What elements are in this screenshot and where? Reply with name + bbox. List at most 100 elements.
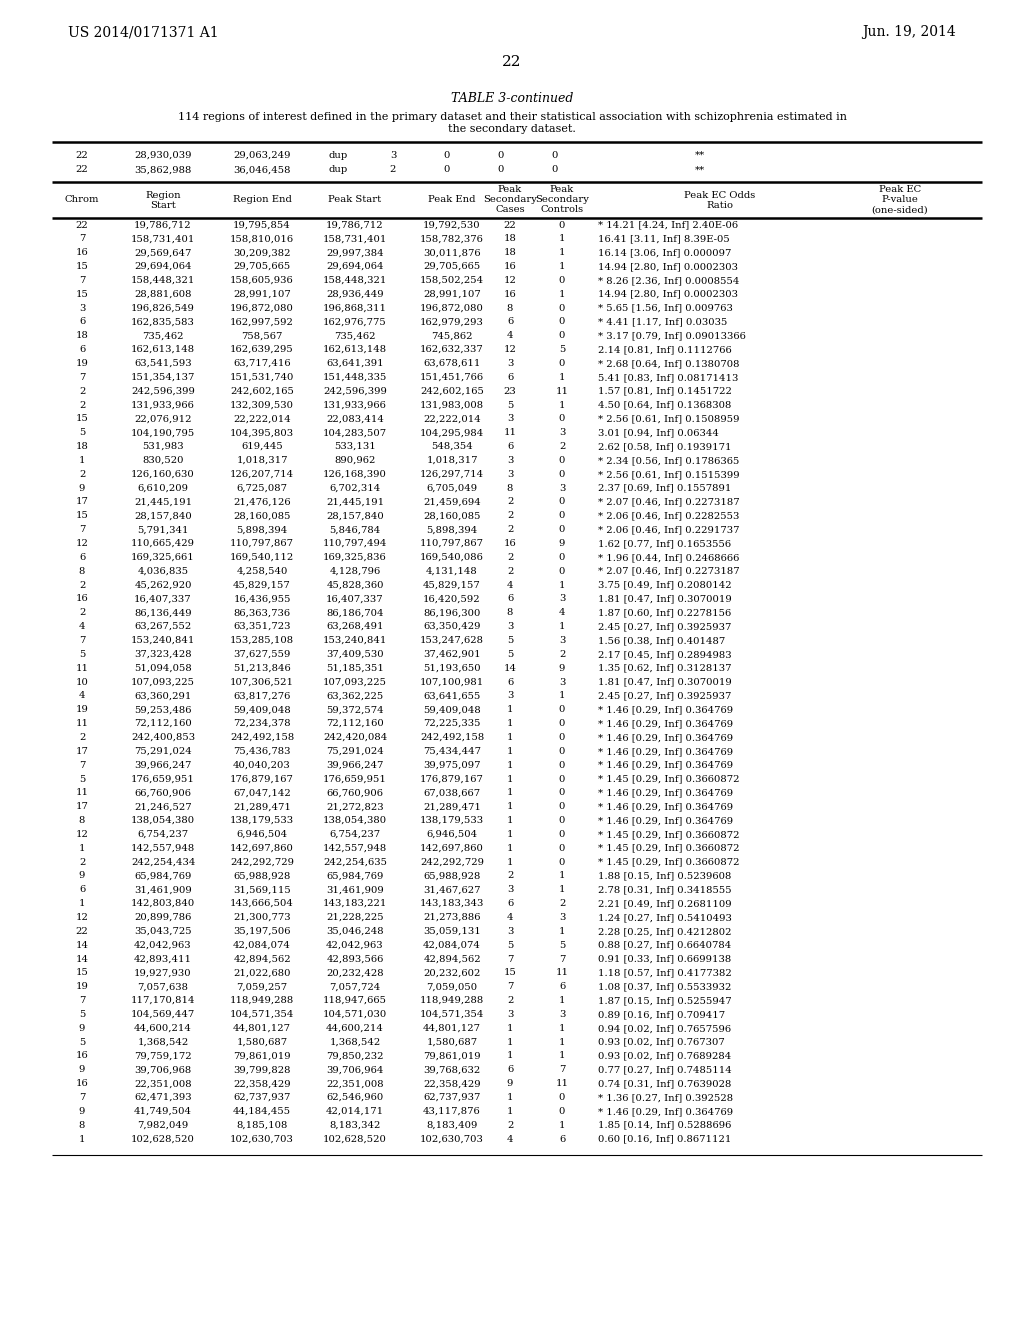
Text: 72,234,378: 72,234,378 bbox=[233, 719, 291, 729]
Text: 4.50 [0.64, Inf] 0.1368308: 4.50 [0.64, Inf] 0.1368308 bbox=[598, 400, 731, 409]
Text: 138,054,380: 138,054,380 bbox=[131, 816, 195, 825]
Text: 1,580,687: 1,580,687 bbox=[426, 1038, 477, 1047]
Text: 126,168,390: 126,168,390 bbox=[323, 470, 387, 479]
Text: * 1.45 [0.29, Inf] 0.3660872: * 1.45 [0.29, Inf] 0.3660872 bbox=[598, 775, 739, 784]
Text: 7: 7 bbox=[79, 636, 85, 645]
Text: 158,448,321: 158,448,321 bbox=[323, 276, 387, 285]
Text: 22: 22 bbox=[76, 150, 88, 160]
Text: 0: 0 bbox=[559, 220, 565, 230]
Text: 4,128,796: 4,128,796 bbox=[330, 566, 381, 576]
Text: 9: 9 bbox=[79, 483, 85, 492]
Text: 162,613,148: 162,613,148 bbox=[131, 345, 195, 354]
Text: 16: 16 bbox=[504, 539, 516, 548]
Text: 830,520: 830,520 bbox=[142, 455, 183, 465]
Text: 51,213,846: 51,213,846 bbox=[233, 664, 291, 673]
Text: 42,014,171: 42,014,171 bbox=[326, 1107, 384, 1115]
Text: 16: 16 bbox=[76, 1080, 88, 1088]
Text: 35,046,248: 35,046,248 bbox=[327, 927, 384, 936]
Text: 5,846,784: 5,846,784 bbox=[330, 525, 381, 535]
Text: 242,292,729: 242,292,729 bbox=[230, 858, 294, 867]
Text: * 1.46 [0.29, Inf] 0.364769: * 1.46 [0.29, Inf] 0.364769 bbox=[598, 733, 733, 742]
Text: * 8.26 [2.36, Inf] 0.0008554: * 8.26 [2.36, Inf] 0.0008554 bbox=[598, 276, 739, 285]
Text: 8: 8 bbox=[507, 483, 513, 492]
Text: 2: 2 bbox=[507, 1121, 513, 1130]
Text: 22,222,014: 22,222,014 bbox=[423, 414, 481, 424]
Text: * 1.45 [0.29, Inf] 0.3660872: * 1.45 [0.29, Inf] 0.3660872 bbox=[598, 858, 739, 867]
Text: 7,059,050: 7,059,050 bbox=[426, 982, 477, 991]
Text: 735,462: 735,462 bbox=[142, 331, 183, 341]
Text: 242,492,158: 242,492,158 bbox=[229, 733, 294, 742]
Text: 63,641,391: 63,641,391 bbox=[327, 359, 384, 368]
Text: 176,659,951: 176,659,951 bbox=[323, 775, 387, 784]
Text: 12: 12 bbox=[76, 539, 88, 548]
Text: 1,368,542: 1,368,542 bbox=[330, 1038, 381, 1047]
Text: 1: 1 bbox=[507, 843, 513, 853]
Text: 1: 1 bbox=[559, 692, 565, 701]
Text: 2.17 [0.45, Inf] 0.2894983: 2.17 [0.45, Inf] 0.2894983 bbox=[598, 649, 731, 659]
Text: 1: 1 bbox=[79, 1135, 85, 1143]
Text: 1,368,542: 1,368,542 bbox=[137, 1038, 188, 1047]
Text: 8,183,409: 8,183,409 bbox=[426, 1121, 477, 1130]
Text: 29,997,384: 29,997,384 bbox=[327, 248, 384, 257]
Text: 3: 3 bbox=[507, 886, 513, 895]
Text: 3: 3 bbox=[79, 304, 85, 313]
Text: 1.24 [0.27, Inf] 0.5410493: 1.24 [0.27, Inf] 0.5410493 bbox=[598, 913, 732, 921]
Text: 151,531,740: 151,531,740 bbox=[229, 372, 294, 381]
Text: 22: 22 bbox=[502, 55, 522, 69]
Text: 28,160,085: 28,160,085 bbox=[233, 511, 291, 520]
Text: 151,354,137: 151,354,137 bbox=[131, 372, 196, 381]
Text: 0: 0 bbox=[559, 304, 565, 313]
Text: 1: 1 bbox=[559, 1038, 565, 1047]
Text: 31,569,115: 31,569,115 bbox=[233, 886, 291, 895]
Text: 44,600,214: 44,600,214 bbox=[326, 1024, 384, 1032]
Text: 2.78 [0.31, Inf] 0.3418555: 2.78 [0.31, Inf] 0.3418555 bbox=[598, 886, 731, 895]
Text: 0: 0 bbox=[559, 719, 565, 729]
Text: 0.93 [0.02, Inf] 0.7689284: 0.93 [0.02, Inf] 0.7689284 bbox=[598, 1052, 731, 1060]
Text: Jun. 19, 2014: Jun. 19, 2014 bbox=[862, 25, 956, 40]
Text: 65,988,928: 65,988,928 bbox=[233, 871, 291, 880]
Text: 2.45 [0.27, Inf] 0.3925937: 2.45 [0.27, Inf] 0.3925937 bbox=[598, 622, 731, 631]
Text: 51,185,351: 51,185,351 bbox=[326, 664, 384, 673]
Text: 72,225,335: 72,225,335 bbox=[423, 719, 480, 729]
Text: 7,057,724: 7,057,724 bbox=[330, 982, 381, 991]
Text: 11: 11 bbox=[76, 664, 88, 673]
Text: 59,372,574: 59,372,574 bbox=[327, 705, 384, 714]
Text: 1: 1 bbox=[559, 622, 565, 631]
Text: 242,596,399: 242,596,399 bbox=[323, 387, 387, 396]
Text: 39,966,247: 39,966,247 bbox=[134, 760, 191, 770]
Text: 0: 0 bbox=[552, 150, 558, 160]
Text: 0.77 [0.27, Inf] 0.7485114: 0.77 [0.27, Inf] 0.7485114 bbox=[598, 1065, 732, 1074]
Text: 39,768,632: 39,768,632 bbox=[423, 1065, 480, 1074]
Text: 1: 1 bbox=[79, 899, 85, 908]
Text: 22,222,014: 22,222,014 bbox=[233, 414, 291, 424]
Text: 30,209,382: 30,209,382 bbox=[233, 248, 291, 257]
Text: 0.93 [0.02, Inf] 0.767307: 0.93 [0.02, Inf] 0.767307 bbox=[598, 1038, 725, 1047]
Text: 104,295,984: 104,295,984 bbox=[420, 428, 484, 437]
Text: 169,540,112: 169,540,112 bbox=[229, 553, 294, 562]
Text: 151,448,335: 151,448,335 bbox=[323, 372, 387, 381]
Text: 110,665,429: 110,665,429 bbox=[131, 539, 195, 548]
Text: 66,760,906: 66,760,906 bbox=[327, 788, 384, 797]
Text: 890,962: 890,962 bbox=[334, 455, 376, 465]
Text: 0: 0 bbox=[498, 150, 504, 160]
Text: 169,325,836: 169,325,836 bbox=[324, 553, 387, 562]
Text: 1: 1 bbox=[559, 400, 565, 409]
Text: 5: 5 bbox=[79, 1038, 85, 1047]
Text: 0: 0 bbox=[559, 566, 565, 576]
Text: 242,292,729: 242,292,729 bbox=[420, 858, 484, 867]
Text: * 2.56 [0.61, Inf] 0.1515399: * 2.56 [0.61, Inf] 0.1515399 bbox=[598, 470, 739, 479]
Text: 619,445: 619,445 bbox=[241, 442, 283, 451]
Text: 22,351,008: 22,351,008 bbox=[327, 1080, 384, 1088]
Text: 8: 8 bbox=[79, 1121, 85, 1130]
Text: 20,899,786: 20,899,786 bbox=[134, 913, 191, 921]
Text: 11: 11 bbox=[555, 1080, 568, 1088]
Text: 162,997,592: 162,997,592 bbox=[230, 317, 294, 326]
Text: 3: 3 bbox=[559, 636, 565, 645]
Text: 62,471,393: 62,471,393 bbox=[134, 1093, 191, 1102]
Text: 7: 7 bbox=[79, 372, 85, 381]
Text: 1.62 [0.77, Inf] 0.1653556: 1.62 [0.77, Inf] 0.1653556 bbox=[598, 539, 731, 548]
Text: 59,409,048: 59,409,048 bbox=[423, 705, 481, 714]
Text: 28,930,039: 28,930,039 bbox=[134, 150, 191, 160]
Text: * 2.34 [0.56, Inf] 0.1786365: * 2.34 [0.56, Inf] 0.1786365 bbox=[598, 455, 739, 465]
Text: 9: 9 bbox=[559, 539, 565, 548]
